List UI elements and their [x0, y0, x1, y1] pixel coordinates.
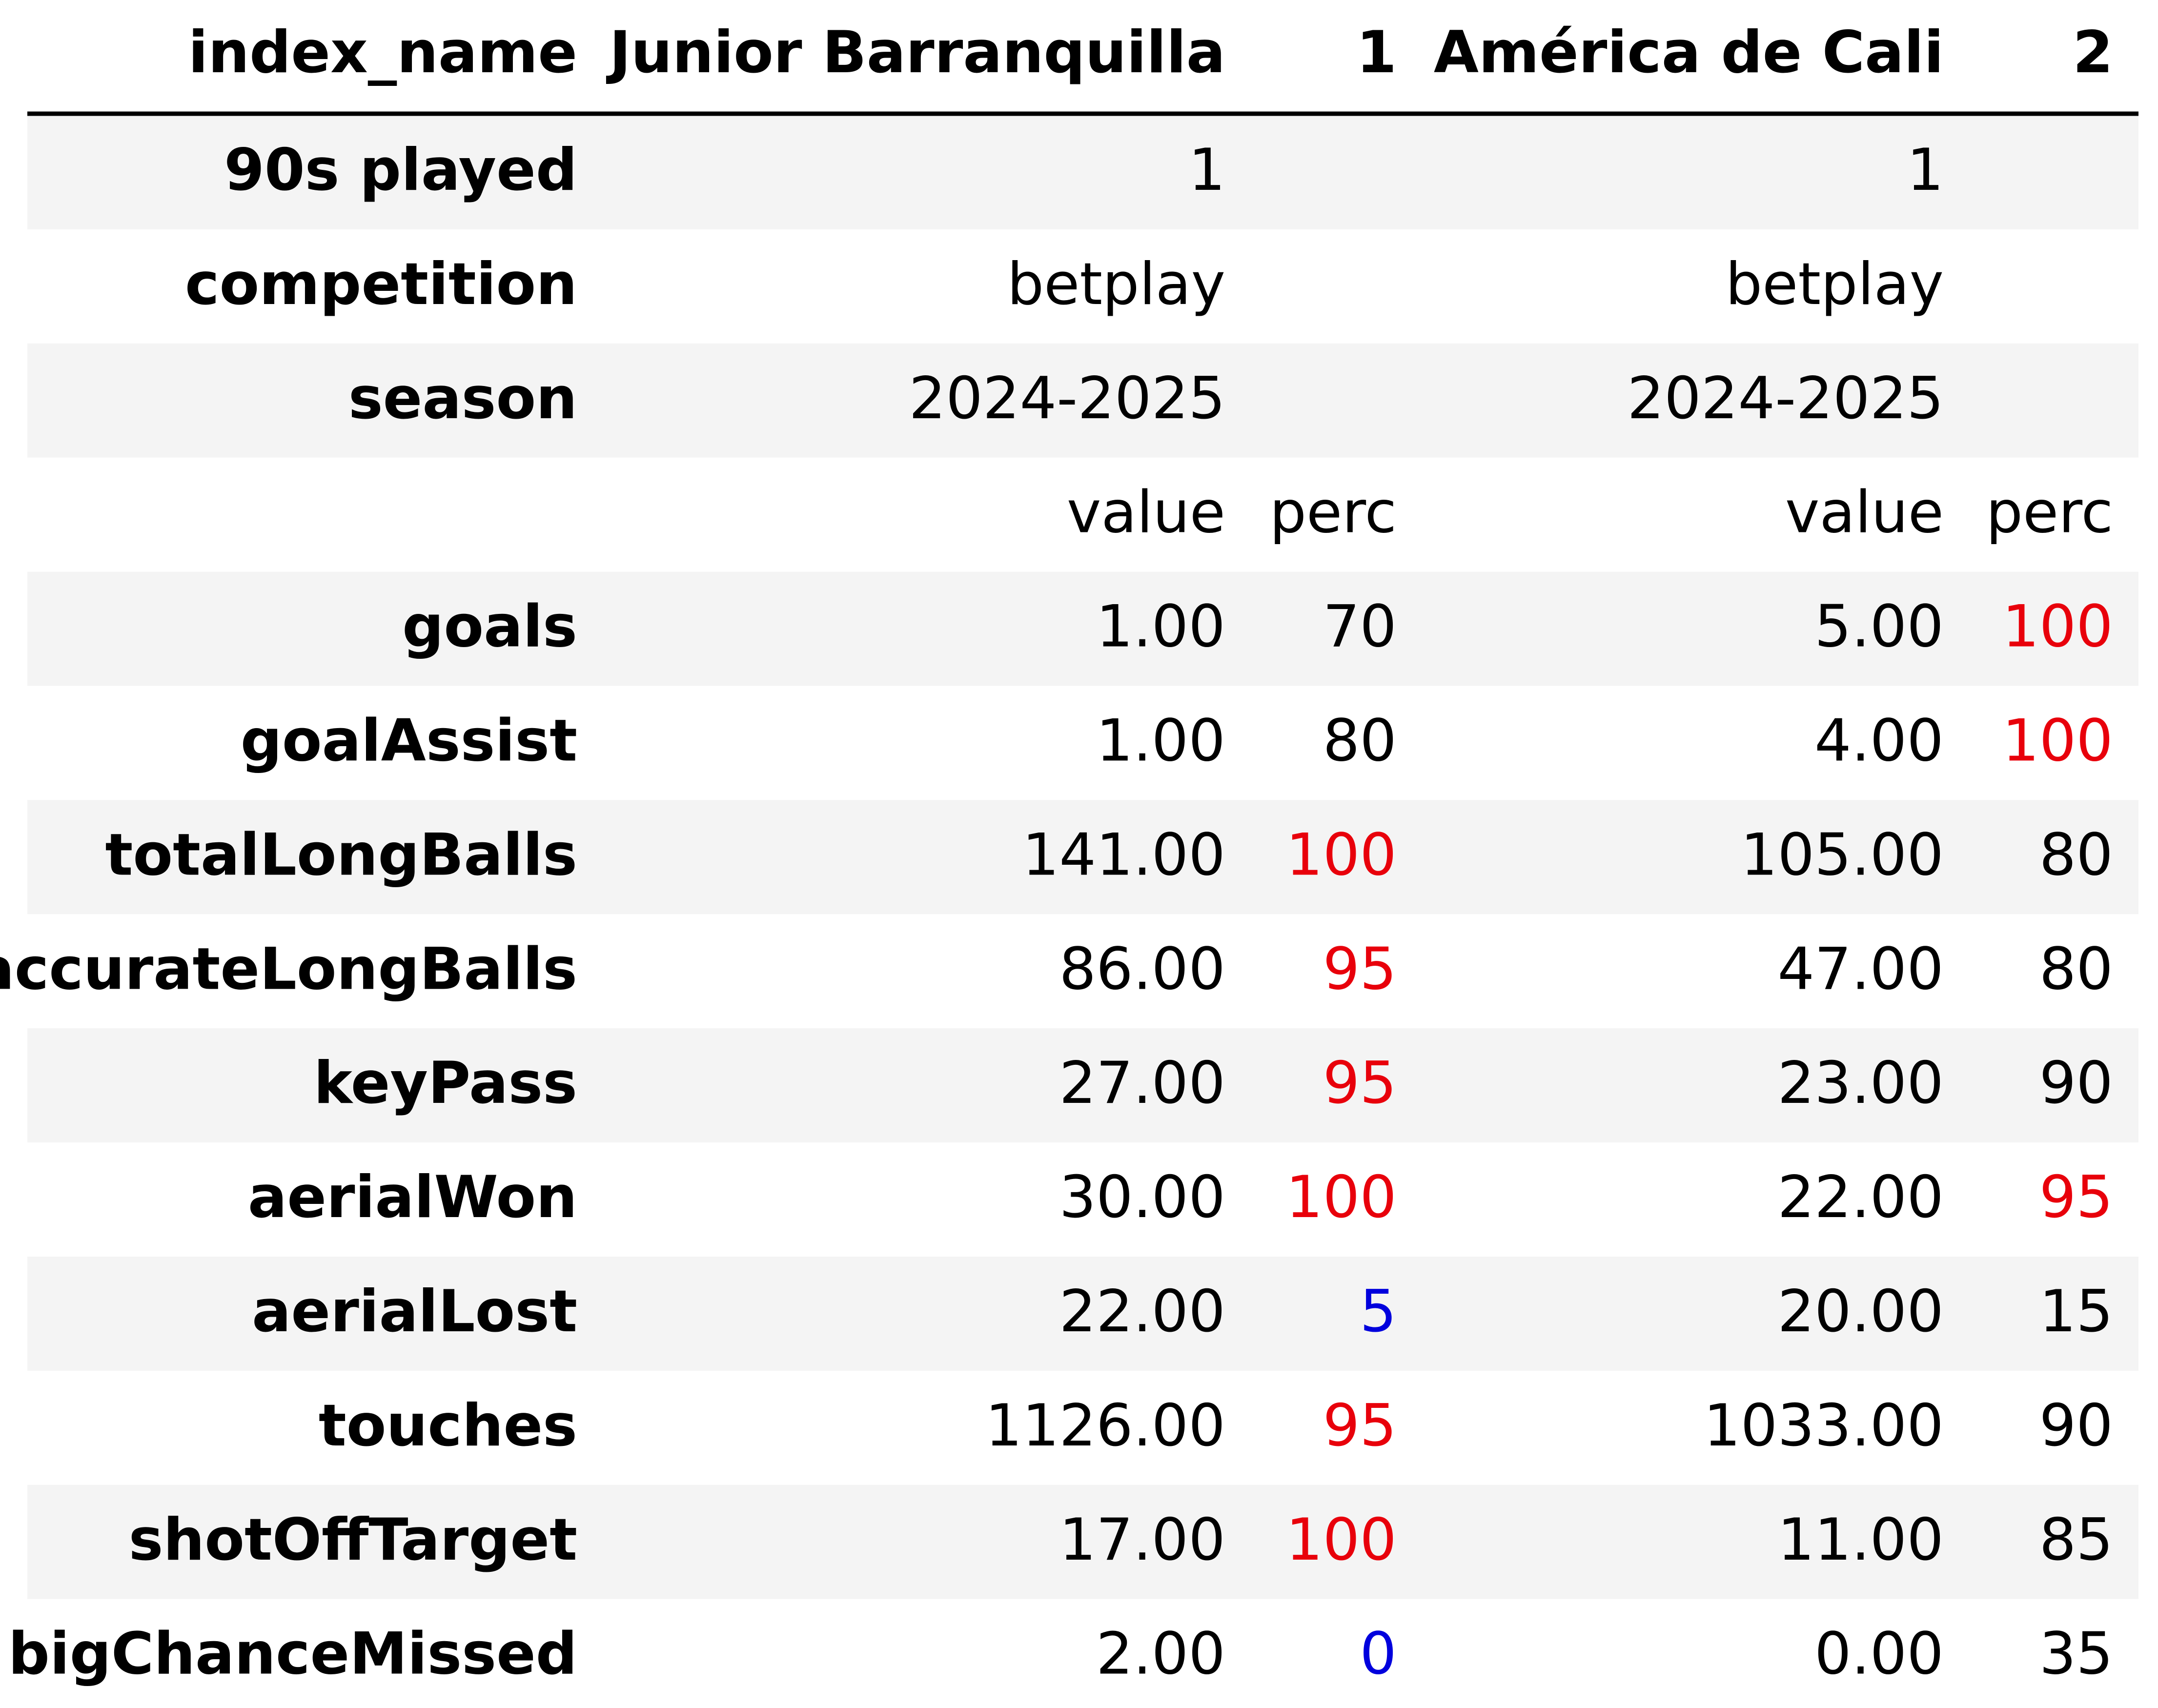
value-cell: 17.00: [1059, 1506, 1225, 1574]
column-header: Junior Barranquilla: [606, 19, 1225, 86]
row-label: 90s played: [224, 137, 577, 204]
subheader-cell: perc: [1986, 479, 2114, 547]
subheader-cell: value: [1785, 479, 1944, 547]
row-label: keyPass: [314, 1050, 577, 1117]
column-header: 1: [1356, 19, 1397, 86]
row-label: touches: [319, 1392, 577, 1460]
row-label: competition: [185, 251, 577, 318]
perc-cell: 35: [2039, 1621, 2113, 1688]
perc-cell: 90: [2039, 1050, 2113, 1117]
table-cell: 1: [1188, 137, 1225, 204]
row-label: totalLongBalls: [105, 821, 577, 889]
perc-cell: 100: [2002, 593, 2113, 661]
perc-cell: 70: [1323, 593, 1397, 661]
perc-cell: 85: [2039, 1506, 2113, 1574]
row-stripe: [27, 800, 2138, 915]
perc-cell: 95: [2039, 1164, 2113, 1231]
value-cell: 1.00: [1096, 708, 1225, 775]
index-header: index_name: [188, 19, 577, 86]
perc-cell: 15: [2039, 1278, 2113, 1345]
table-cell: betplay: [1726, 251, 1944, 318]
perc-cell: 0: [1360, 1621, 1397, 1688]
column-header: América de Cali: [1434, 19, 1944, 86]
row-stripe: [27, 571, 2138, 686]
perc-cell: 95: [1323, 1050, 1397, 1117]
row-stripe: [27, 343, 2138, 458]
row-label: aerialWon: [248, 1164, 577, 1231]
perc-cell: 80: [2039, 935, 2113, 1003]
perc-cell: 80: [2039, 821, 2113, 889]
perc-cell: 100: [1286, 821, 1397, 889]
value-cell: 1126.00: [985, 1392, 1225, 1460]
subheader-cell: value: [1067, 479, 1225, 547]
value-cell: 2.00: [1096, 1621, 1225, 1688]
perc-cell: 100: [1286, 1506, 1397, 1574]
row-label: goals: [402, 593, 577, 661]
value-cell: 23.00: [1777, 1050, 1944, 1117]
value-cell: 22.00: [1059, 1278, 1225, 1345]
perc-cell: 80: [1323, 708, 1397, 775]
value-cell: 20.00: [1777, 1278, 1944, 1345]
row-stripe: [27, 1484, 2138, 1599]
perc-cell: 95: [1323, 935, 1397, 1003]
value-cell: 105.00: [1741, 821, 1944, 889]
value-cell: 47.00: [1777, 935, 1944, 1003]
value-cell: 1.00: [1096, 593, 1225, 661]
value-cell: 1033.00: [1704, 1392, 1944, 1460]
value-cell: 86.00: [1059, 935, 1225, 1003]
value-cell: 5.00: [1814, 593, 1944, 661]
row-label: accurateLongBalls: [0, 935, 577, 1003]
row-label: aerialLost: [252, 1278, 577, 1345]
table-cell: 1: [1907, 137, 1944, 204]
perc-cell: 5: [1360, 1278, 1397, 1345]
subheader-cell: perc: [1270, 479, 1397, 547]
table-cell: 2024-2025: [1627, 365, 1944, 432]
row-label: bigChanceMissed: [8, 1621, 577, 1688]
perc-cell: 100: [2002, 708, 2113, 775]
table-cell: betplay: [1007, 251, 1225, 318]
value-cell: 0.00: [1814, 1621, 1944, 1688]
row-label: goalAssist: [241, 708, 577, 775]
row-stripe: [27, 1257, 2138, 1371]
column-header: 2: [2073, 19, 2113, 86]
perc-cell: 90: [2039, 1392, 2113, 1460]
value-cell: 11.00: [1777, 1506, 1944, 1574]
value-cell: 22.00: [1777, 1164, 1944, 1231]
value-cell: 141.00: [1022, 821, 1225, 889]
row-label: season: [348, 365, 577, 432]
value-cell: 30.00: [1059, 1164, 1225, 1231]
value-cell: 27.00: [1059, 1050, 1225, 1117]
perc-cell: 100: [1286, 1164, 1397, 1231]
row-stripe: [27, 115, 2138, 229]
value-cell: 4.00: [1814, 708, 1944, 775]
perc-cell: 95: [1323, 1392, 1397, 1460]
row-label: shotOffTarget: [129, 1506, 577, 1574]
row-stripe: [27, 1028, 2138, 1143]
table-cell: 2024-2025: [909, 365, 1225, 432]
